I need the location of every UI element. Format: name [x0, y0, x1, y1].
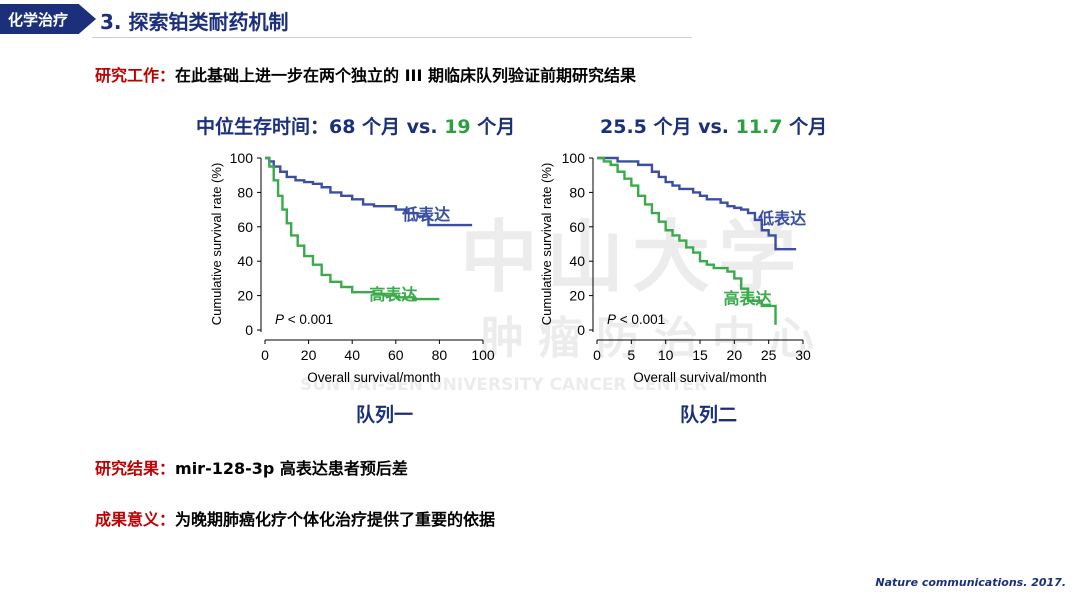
- y-tick-label: 100: [562, 150, 586, 166]
- research-work-line: 研究工作：在此基础上进一步在两个独立的 III 期临床队列验证前期研究结果: [95, 62, 636, 86]
- chart1-title-prefix: 中位生存时间：68 个月 vs.: [196, 116, 445, 138]
- chart1-title: 中位生存时间：68 个月 vs. 19 个月: [196, 112, 515, 139]
- x-tick-label: 60: [388, 347, 404, 363]
- x-tick-label: 0: [261, 347, 269, 363]
- meaning-label: 成果意义：: [95, 510, 176, 529]
- research-work-label: 研究工作：: [95, 66, 176, 85]
- y-tick-label: 80: [237, 184, 253, 200]
- x-tick-label: 30: [795, 347, 811, 363]
- x-tick-label: 40: [344, 347, 360, 363]
- p-value-label: P < 0.001: [607, 312, 665, 327]
- page-title: 3. 探索铂类耐药机制: [100, 10, 289, 34]
- series-label-high: 高表达: [369, 285, 417, 304]
- series-label-low: 低表达: [757, 209, 806, 228]
- meaning-line: 成果意义：为晚期肺癌化疗个体化治疗提供了重要的依据: [95, 506, 495, 530]
- x-tick-label: 10: [658, 347, 674, 363]
- chart2-title-green: 11.7: [735, 116, 783, 138]
- survival-curve-high: [265, 156, 440, 301]
- citation: Nature communications. 2017.: [875, 576, 1066, 589]
- y-tick-label: 20: [237, 288, 253, 304]
- survival-curve-low: [597, 156, 797, 251]
- result-line: 研究结果：mir-128-3p 高表达患者预后差: [95, 455, 408, 479]
- x-axis-label: Overall survival/month: [633, 370, 767, 385]
- survival-curve-low: [265, 156, 473, 227]
- x-tick-label: 20: [727, 347, 743, 363]
- x-axis-label: Overall survival/month: [307, 370, 441, 385]
- watermark-en: SUN YAT-SEN UNIVERSITY CANCER CENTER: [300, 375, 708, 395]
- x-tick-label: 100: [471, 347, 495, 363]
- y-tick-label: 60: [569, 219, 585, 235]
- x-tick-label: 15: [692, 347, 708, 363]
- x-tick-label: 5: [627, 347, 635, 363]
- y-tick-label: 20: [569, 288, 585, 304]
- y-axis-label: Cumulative survival rate (%): [209, 163, 224, 326]
- x-tick-label: 20: [301, 347, 317, 363]
- chart1-title-suffix: 个月: [470, 116, 516, 138]
- header-divider: [92, 37, 692, 38]
- km-chart-cohort2: 0 20 40 60 80 100 0 5 10 15 20 25 30 Overall survival…: [539, 150, 811, 385]
- section-tag-label: 化学治疗: [8, 10, 69, 29]
- x-tick-label: 0: [593, 347, 601, 363]
- y-tick-label: 40: [237, 253, 253, 269]
- y-tick-label: 80: [569, 184, 585, 200]
- series-label-high: 高表达: [724, 289, 772, 308]
- p-value-label: P < 0.001: [275, 312, 333, 327]
- series-label-low: 低表达: [401, 205, 450, 224]
- chart1-title-green: 19: [444, 116, 471, 138]
- section-tag: 化学治疗: [0, 4, 96, 34]
- chart2-title-prefix: 25.5 个月 vs.: [600, 116, 736, 138]
- chart2-title: 25.5 个月 vs. 11.7 个月: [600, 112, 827, 139]
- y-tick-label: 40: [569, 253, 585, 269]
- result-label: 研究结果：: [95, 459, 176, 478]
- result-text: mir-128-3p 高表达患者预后差: [175, 459, 408, 478]
- km-chart-cohort1: 0 20 40 60 80 100 0 20 40 60 80 100 Overall survival…: [209, 150, 495, 385]
- cohort2-label: 队列二: [680, 404, 738, 426]
- x-tick-label: 25: [761, 347, 777, 363]
- y-axis-label: Cumulative survival rate (%): [539, 163, 554, 326]
- meaning-text: 为晚期肺癌化疗个体化治疗提供了重要的依据: [175, 510, 496, 529]
- y-tick-label: 0: [245, 322, 253, 338]
- cohort1-label: 队列一: [356, 404, 414, 426]
- watermark-sub: 肿瘤防治中心: [480, 313, 828, 364]
- chart2-title-suffix: 个月: [782, 116, 828, 138]
- research-work-text: 在此基础上进一步在两个独立的 III 期临床队列验证前期研究结果: [175, 66, 637, 85]
- x-tick-label: 80: [432, 347, 448, 363]
- y-tick-label: 60: [237, 219, 253, 235]
- survival-curve-high: [597, 156, 777, 325]
- y-tick-label: 0: [577, 322, 585, 338]
- y-tick-label: 100: [230, 150, 254, 166]
